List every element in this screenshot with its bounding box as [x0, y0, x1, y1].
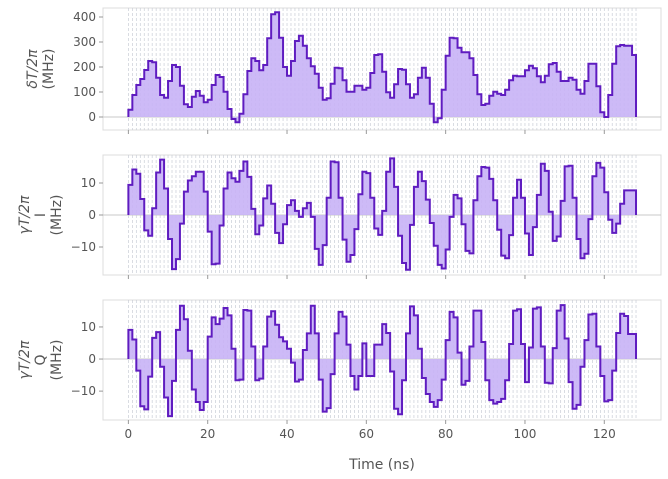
x-tick-label: 20: [200, 427, 215, 441]
x-tick-label: 40: [279, 427, 294, 441]
y-axis-label: (MHz): [41, 49, 57, 90]
y-axis-label: I: [33, 213, 49, 217]
x-tick-label: 60: [359, 427, 374, 441]
y-tick-label: 0: [88, 352, 96, 366]
x-tick-label: 120: [593, 427, 616, 441]
y-tick-label: 300: [73, 35, 96, 49]
y-axis-label: (MHz): [49, 195, 65, 236]
y-tick-label: 200: [73, 60, 96, 74]
step-line: [127, 304, 638, 418]
y-axis-label: Q: [33, 354, 49, 365]
y-tick-label: −10: [71, 240, 96, 254]
y-axis-label: (MHz): [49, 340, 65, 381]
panel-2: −10 0 10 γT/2π I (MHz): [17, 154, 662, 279]
y-tick-label: 100: [73, 85, 96, 99]
y-axis-label: γT/2π: [17, 195, 33, 234]
y-axis-label: γT/2π: [17, 340, 33, 379]
step-line: [127, 11, 638, 124]
panel-1: 0 100 200 300 400 δT/2π (MHz): [25, 7, 662, 134]
x-axis-label: Time (ns): [348, 457, 415, 473]
y-tick-label: −10: [71, 384, 96, 398]
x-tick-label: 100: [514, 427, 537, 441]
y-tick-label: 0: [88, 208, 96, 222]
x-tick-label: 0: [125, 427, 133, 441]
y-tick-label: 0: [88, 110, 96, 124]
y-tick-label: 10: [81, 176, 96, 190]
y-tick-label: 400: [73, 10, 96, 24]
y-axis-label: δT/2π: [25, 49, 41, 89]
y-tick-label: 10: [81, 320, 96, 334]
x-tick-label: 80: [438, 427, 453, 441]
step-line: [127, 157, 638, 271]
